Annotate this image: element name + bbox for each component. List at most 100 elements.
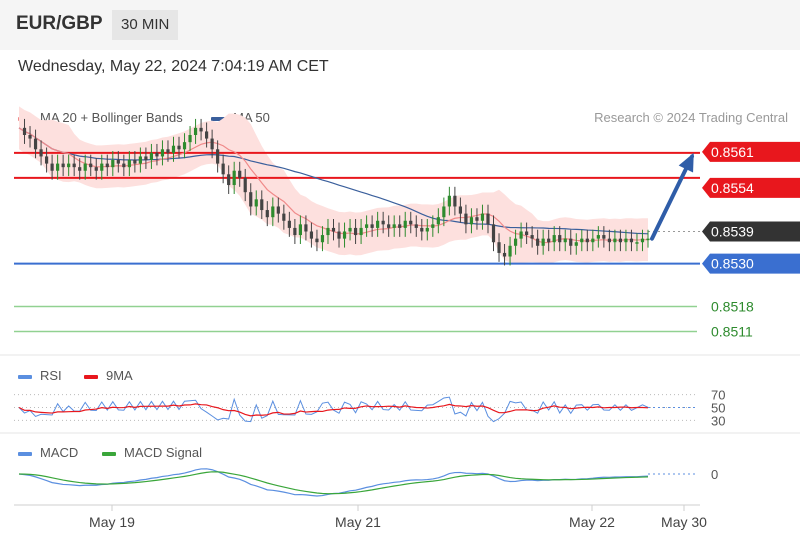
candle bbox=[287, 211, 291, 237]
candle-body bbox=[580, 238, 584, 243]
candle-body bbox=[591, 238, 595, 243]
candle-body bbox=[574, 242, 578, 246]
candle bbox=[298, 215, 302, 244]
rsi-label: RSI bbox=[40, 368, 62, 383]
candle bbox=[182, 133, 187, 159]
level-label-text: 0.8554 bbox=[711, 180, 754, 196]
candle-body bbox=[238, 170, 242, 178]
candle-body bbox=[282, 213, 286, 221]
candle-body bbox=[458, 206, 463, 214]
candle-body bbox=[453, 195, 457, 207]
candle-body bbox=[646, 238, 650, 241]
candle-body bbox=[414, 224, 418, 228]
timestamp: Wednesday, May 22, 2024 7:04:19 AM CET bbox=[18, 58, 329, 75]
candle-body bbox=[271, 206, 275, 218]
time-axis: May 19 May 21 May 22 May 30 bbox=[0, 354, 800, 530]
candle bbox=[39, 140, 43, 166]
candle-body bbox=[475, 217, 479, 221]
candle-body bbox=[304, 224, 308, 232]
candle-body bbox=[530, 235, 534, 239]
candle bbox=[83, 154, 87, 180]
candle bbox=[640, 229, 645, 252]
candle bbox=[480, 204, 485, 230]
level-label-box bbox=[702, 141, 800, 162]
candle-body bbox=[127, 160, 131, 168]
candle-body bbox=[569, 238, 573, 246]
candle-body bbox=[431, 224, 435, 228]
candle bbox=[613, 229, 617, 252]
candle-body bbox=[116, 160, 120, 164]
candle bbox=[353, 218, 358, 244]
candle bbox=[111, 151, 115, 177]
candle bbox=[309, 222, 314, 248]
rsi-level-label: 70 bbox=[711, 388, 725, 403]
candle bbox=[67, 154, 71, 177]
candle bbox=[635, 233, 639, 252]
candle bbox=[171, 136, 176, 162]
candle-body bbox=[398, 224, 402, 228]
candle-body bbox=[464, 213, 468, 225]
candle bbox=[502, 244, 507, 266]
macd-line bbox=[18, 468, 649, 497]
candle-body bbox=[309, 231, 314, 239]
candle-body bbox=[67, 163, 71, 168]
candle-body bbox=[315, 238, 319, 243]
candle bbox=[331, 218, 336, 241]
candle bbox=[337, 222, 341, 248]
candle-body bbox=[420, 227, 424, 232]
candle bbox=[381, 211, 385, 234]
legend-rsi-ma: 9MA bbox=[84, 368, 133, 383]
candle bbox=[276, 197, 280, 223]
candle bbox=[216, 140, 220, 173]
candle bbox=[497, 233, 501, 262]
candle bbox=[607, 229, 611, 252]
candle bbox=[304, 215, 308, 241]
candle bbox=[458, 197, 463, 223]
timeframe-badge[interactable]: 30 MIN bbox=[112, 10, 179, 40]
candle-body bbox=[199, 127, 203, 132]
candle bbox=[508, 236, 512, 266]
candle bbox=[574, 233, 578, 255]
level-label-target: 0.8518 bbox=[711, 299, 754, 315]
candle-body bbox=[486, 213, 490, 225]
candle-body bbox=[144, 156, 148, 161]
level-label-text: 0.8539 bbox=[711, 223, 754, 239]
candle bbox=[227, 165, 231, 194]
level-label-text: 0.8530 bbox=[711, 256, 754, 272]
legend-rsi: RSI bbox=[18, 368, 62, 383]
level-label-resistance: 0.8561 bbox=[702, 141, 800, 162]
candle bbox=[166, 140, 170, 162]
candle bbox=[387, 215, 391, 237]
candle-body bbox=[541, 238, 545, 246]
candle bbox=[320, 226, 325, 252]
candle bbox=[602, 226, 606, 248]
candle-body bbox=[392, 224, 396, 228]
candle bbox=[221, 154, 225, 184]
candle-body bbox=[28, 135, 32, 139]
candle-body bbox=[193, 127, 198, 135]
candle-body bbox=[436, 217, 440, 225]
candle bbox=[232, 161, 236, 194]
level-label-current: 0.8539 bbox=[702, 221, 800, 242]
candle-body bbox=[265, 210, 269, 218]
candle bbox=[105, 154, 109, 177]
macd-signal-label: MACD Signal bbox=[124, 445, 203, 460]
candle bbox=[525, 222, 529, 244]
candle-body bbox=[442, 206, 446, 218]
candle-body bbox=[155, 152, 159, 157]
candle-body bbox=[552, 235, 556, 243]
candle-body bbox=[585, 238, 589, 243]
candle bbox=[646, 229, 650, 248]
ma20-label: MA 20 + Bollinger Bands bbox=[40, 110, 183, 125]
candle bbox=[398, 215, 402, 237]
level-labels: 0.8561 0.8554 0.8539 0.8530 0.8518 0.8511 bbox=[702, 141, 800, 340]
candle bbox=[177, 136, 181, 159]
candle bbox=[519, 222, 523, 248]
candle bbox=[591, 229, 595, 252]
candle bbox=[133, 151, 137, 173]
candle-body bbox=[607, 238, 611, 243]
candle bbox=[491, 215, 496, 252]
candle-body bbox=[22, 127, 27, 135]
